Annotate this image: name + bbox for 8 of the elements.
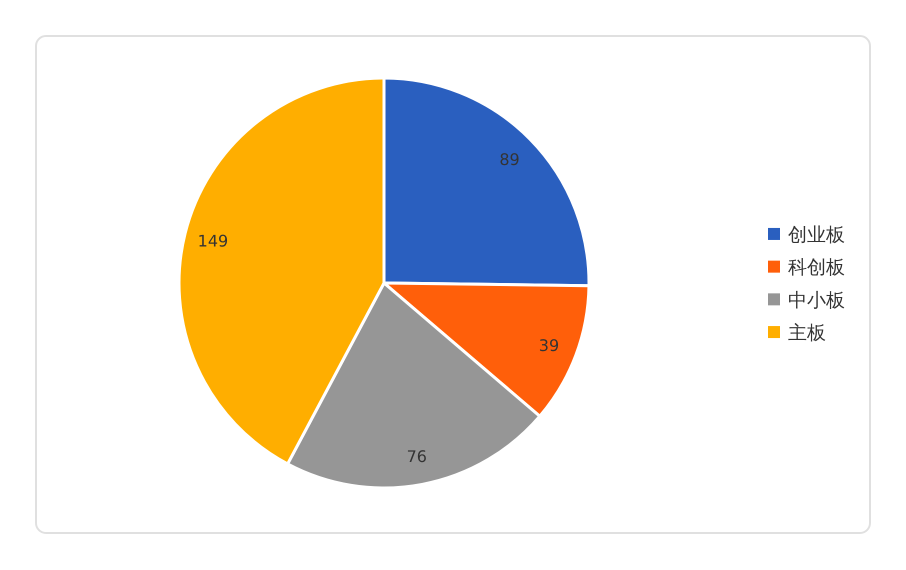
data-label: 76	[406, 447, 427, 466]
legend-label: 主板	[788, 322, 826, 344]
legend-label: 创业板	[788, 224, 845, 246]
legend-label: 中小板	[788, 289, 845, 312]
data-label: 89	[499, 150, 520, 170]
legend-label: 科创板	[788, 256, 845, 279]
data-label: 39	[538, 336, 560, 356]
data-label: 149	[198, 231, 228, 250]
